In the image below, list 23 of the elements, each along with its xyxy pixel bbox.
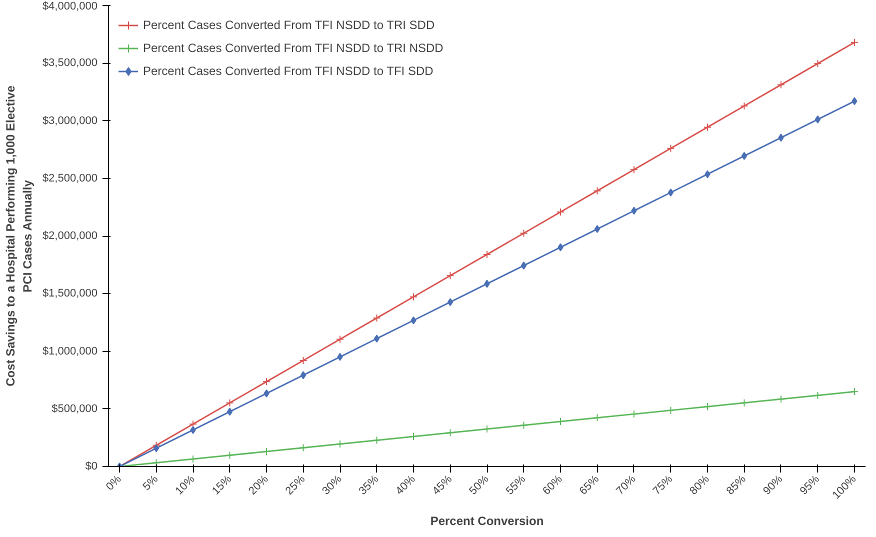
legend-label: Percent Cases Converted From TFI NSDD to TRI NSDD — [143, 41, 444, 55]
x-tick-label: 75% — [650, 473, 676, 498]
y-tick-label: $500,000 — [52, 402, 98, 415]
y-tick-label: $1,000,000 — [42, 345, 98, 358]
x-tick-label: 70% — [614, 473, 638, 498]
x-tick-label: 40% — [394, 473, 418, 498]
y-axis-title: Cost Savings to a Hospital Performing 1,000 Elective PCI Cases Annually — [4, 85, 34, 386]
y-tick-label: $3,500,000 — [42, 57, 98, 70]
legend-label: Percent Cases Converted From TFI NSDD to TRI SDD — [143, 18, 435, 32]
x-tick-label: 45% — [430, 473, 455, 498]
legend-label: Percent Cases Converted From TFI NSDD to TFI SDD — [143, 64, 434, 78]
x-tick-label: 60% — [540, 473, 565, 498]
y-tick-label: $2,000,000 — [42, 230, 98, 242]
x-tick-label: 90% — [761, 473, 786, 498]
x-tick-label: 65% — [577, 473, 602, 498]
y-tick-label: $3,000,000 — [42, 114, 98, 127]
x-tick-label: 5% — [140, 473, 161, 493]
y-tick-label: $4,000,000 — [42, 0, 98, 12]
x-tick-label: 0% — [104, 473, 124, 493]
y-tick-label: $1,500,000 — [42, 288, 98, 300]
y-tick-label: $2,500,000 — [42, 172, 98, 184]
y-tick-label: $0 — [85, 460, 98, 472]
x-axis-title: Percent Conversion — [430, 514, 544, 528]
